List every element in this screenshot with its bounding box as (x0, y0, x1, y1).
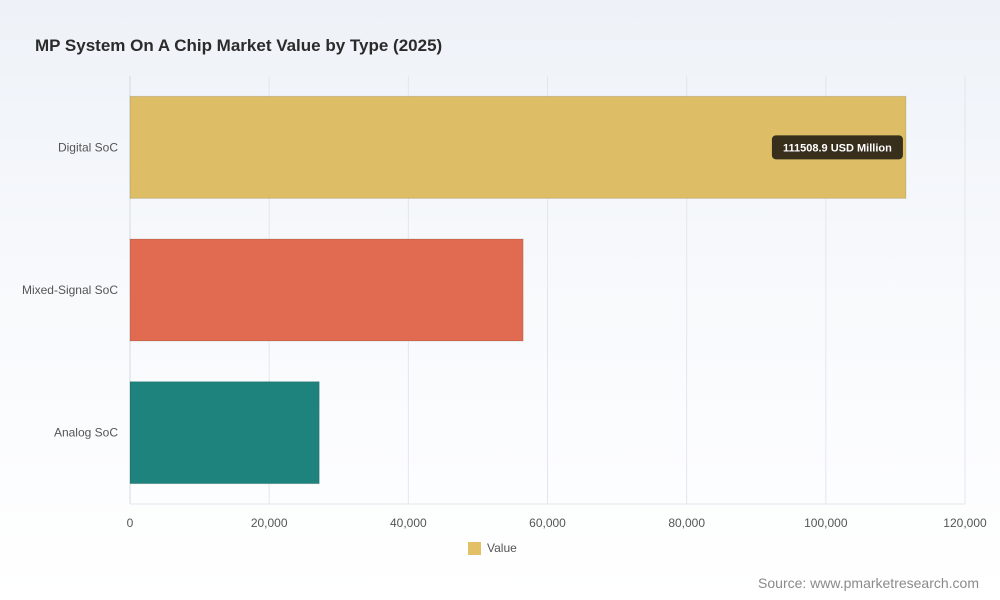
category-labels: Digital SoC Mixed-Signal SoC Analog SoC (22, 140, 118, 439)
bar-mixed-signal-soc[interactable] (129, 238, 524, 342)
x-tick-label: 40,000 (390, 516, 427, 530)
legend[interactable]: Value (468, 541, 517, 555)
legend-label: Value (487, 541, 517, 555)
x-tick-label: 80,000 (668, 516, 705, 530)
value-tooltip: 111508.9 USD Million (771, 135, 903, 160)
x-tick-label: 20,000 (251, 516, 288, 530)
category-label: Analog SoC (54, 426, 118, 440)
x-tick-label: 0 (127, 516, 134, 530)
x-tick-label: 100,000 (804, 516, 848, 530)
x-tick-label: 60,000 (529, 516, 566, 530)
source-note: Source: www.pmarketresearch.com (758, 575, 979, 591)
tooltip-box (771, 135, 903, 160)
bar-analog-soc[interactable] (129, 381, 320, 485)
tooltip-text: 111508.9 USD Million (783, 142, 892, 154)
category-label: Mixed-Signal SoC (22, 283, 118, 297)
legend-swatch (468, 541, 481, 555)
x-axis-ticks: 0 20,000 40,000 60,000 80,000 100,000 120,000 (127, 516, 987, 530)
x-tick-label: 120,000 (943, 516, 987, 530)
category-label: Digital SoC (58, 140, 118, 154)
chart-title: MP System On A Chip Market Value by Type… (35, 36, 443, 55)
